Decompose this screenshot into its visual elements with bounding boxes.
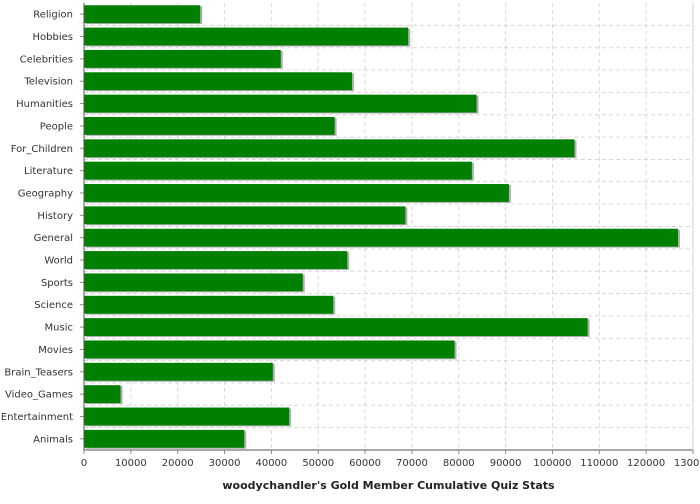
bar-celebrities [84, 49, 281, 68]
bar-science [84, 295, 334, 314]
x-tick-label: 0 [81, 458, 87, 469]
x-tick-label: 130000 [674, 458, 700, 469]
x-tick-label: 60000 [349, 458, 381, 469]
category-label: Entertainment [1, 412, 73, 423]
category-label: Movies [38, 345, 73, 356]
x-tick-label: 90000 [490, 458, 522, 469]
category-label: Music [45, 323, 73, 334]
axes-layer [80, 3, 694, 454]
bar-religion [84, 5, 201, 24]
labels-layer: Religion Hobbies Celebrities Television Huma… [1, 10, 700, 469]
bar-sports [84, 273, 303, 292]
bar-people [84, 116, 335, 135]
bar-literature [84, 161, 472, 180]
grid-layer [84, 3, 694, 450]
bar-history [84, 206, 406, 225]
bars-layer [84, 5, 681, 449]
category-label: General [34, 233, 73, 244]
category-label: Humanities [16, 99, 73, 110]
bar-geography [84, 184, 509, 202]
category-label: Hobbies [33, 32, 73, 43]
bar-television [84, 72, 352, 91]
x-tick-label: 20000 [162, 458, 194, 469]
category-label: Celebrities [20, 54, 73, 65]
x-tick-label: 120000 [627, 458, 665, 469]
x-tick-label: 10000 [115, 458, 147, 469]
category-label: Television [23, 77, 73, 88]
x-tick-label: 50000 [302, 458, 334, 469]
x-tick-label: 110000 [580, 458, 618, 469]
bar-animals [84, 429, 245, 448]
bar-entertainment [84, 407, 290, 426]
bar-humanities [84, 94, 477, 113]
x-tick-label: 100000 [533, 458, 571, 469]
category-label: Brain_Teasers [4, 367, 73, 378]
x-tick-label: 70000 [396, 458, 428, 469]
bar-world [84, 251, 348, 269]
category-label: Science [34, 300, 73, 311]
bar-video-games [84, 385, 121, 404]
x-tick-label: 80000 [443, 458, 475, 469]
category-label: Geography [18, 188, 73, 199]
category-label: People [40, 121, 73, 132]
category-label: History [37, 211, 73, 222]
bar-movies [84, 340, 455, 359]
bar-hobbies [84, 27, 409, 46]
category-label: World [44, 256, 73, 267]
bar-for-children [84, 139, 575, 158]
category-label: Animals [33, 434, 73, 445]
category-label: Religion [33, 10, 73, 21]
x-tick-label: 30000 [209, 458, 241, 469]
category-label: Sports [41, 278, 73, 289]
x-tick-label: 40000 [255, 458, 287, 469]
category-label: Literature [24, 166, 73, 177]
x-axis-title: woodychandler's Gold Member Cumulative Q… [222, 479, 555, 492]
category-label: For_Children [11, 144, 73, 155]
bar-general [84, 228, 679, 247]
bar-music [84, 318, 588, 337]
category-label: Video_Games [5, 390, 73, 401]
bar-brain-teasers [84, 362, 273, 381]
